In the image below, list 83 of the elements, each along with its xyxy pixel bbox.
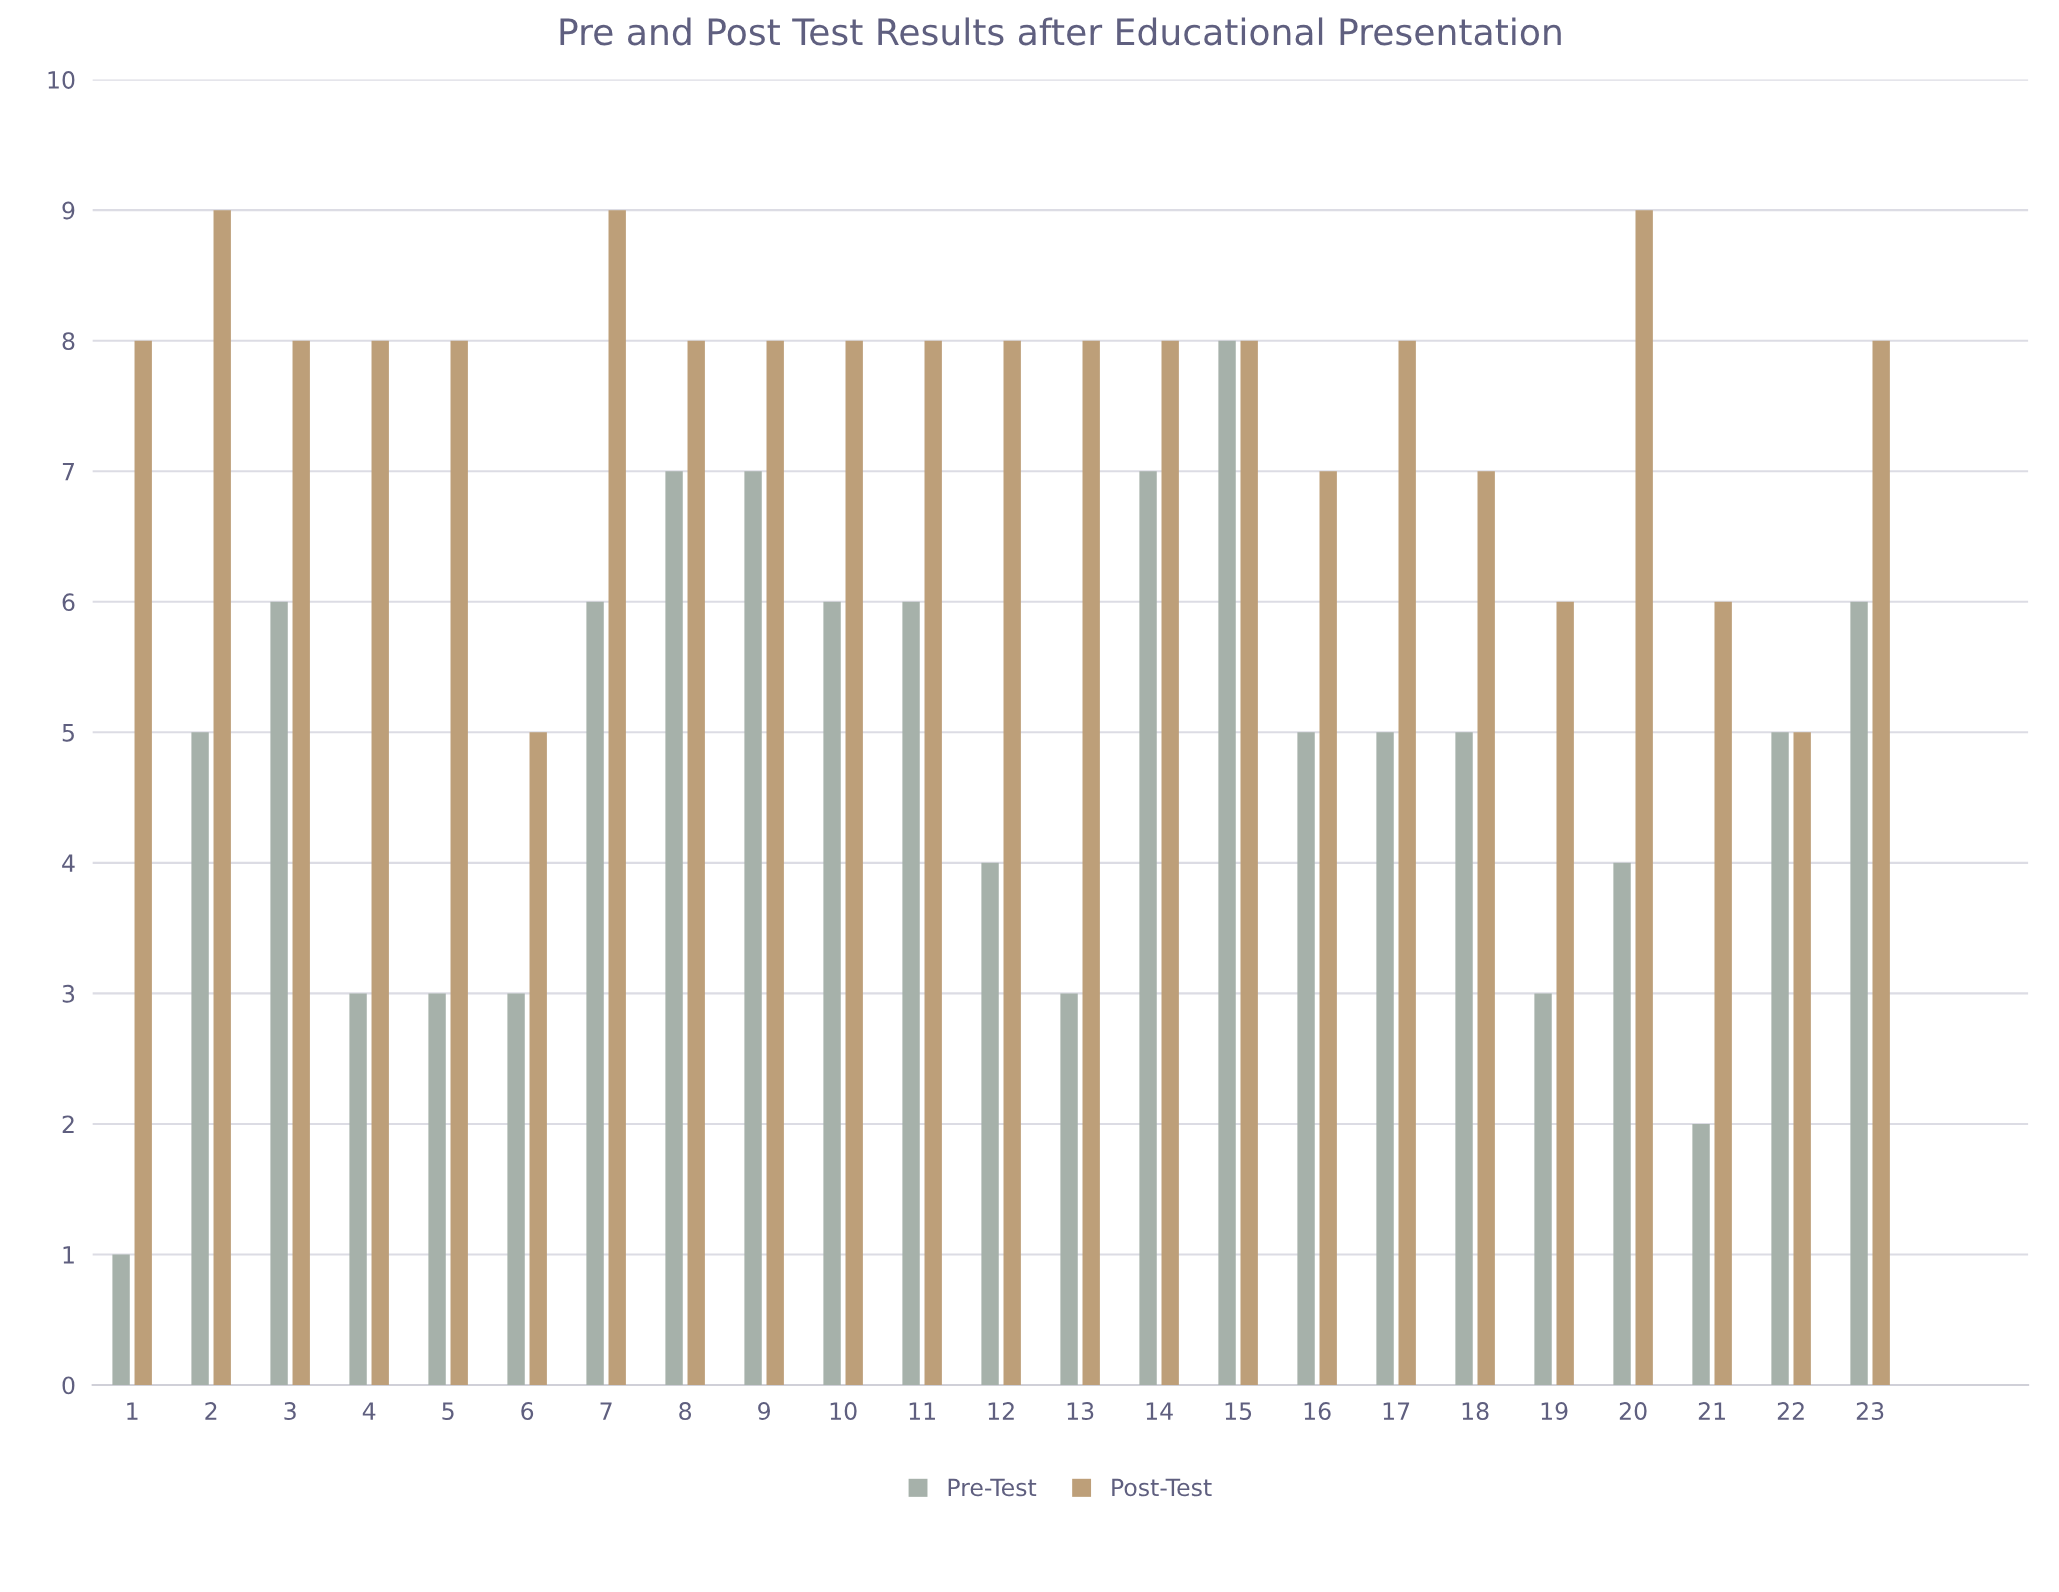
bar — [766, 340, 784, 1386]
bar — [1161, 340, 1179, 1386]
y-tick-label: 8 — [62, 332, 75, 350]
bar — [1218, 340, 1236, 1386]
bar — [1455, 732, 1473, 1386]
x-tick-label: 23 — [1856, 1402, 1884, 1420]
bar — [586, 601, 604, 1386]
bar — [1771, 732, 1789, 1386]
bar — [665, 471, 683, 1386]
x-tick-label: 13 — [1067, 1402, 1094, 1420]
bar — [1534, 993, 1552, 1386]
bar — [1477, 471, 1495, 1386]
y-tick-label: 0 — [62, 1376, 75, 1395]
bar — [1850, 601, 1868, 1386]
x-tick-label: 16 — [1304, 1402, 1331, 1420]
x-tick-label: 7 — [600, 1402, 612, 1420]
bar — [1319, 471, 1337, 1386]
bar — [213, 210, 231, 1386]
bar — [1376, 732, 1394, 1386]
bar — [1240, 340, 1258, 1386]
x-tick-label: 12 — [988, 1402, 1014, 1420]
bar — [1139, 471, 1157, 1386]
bar — [507, 993, 525, 1386]
chart-title: Pre and Post Test Results after Educational Presentation — [560, 17, 1561, 46]
y-tick-label: 4 — [62, 854, 75, 872]
bar — [845, 340, 863, 1386]
bar — [134, 340, 152, 1386]
x-tick-label: 11 — [909, 1402, 935, 1420]
bar — [823, 601, 841, 1386]
bar — [292, 340, 310, 1386]
x-tick-label: 19 — [1541, 1402, 1568, 1420]
x-tick-label: 21 — [1698, 1402, 1725, 1420]
bar — [902, 601, 920, 1386]
x-tick-label: 15 — [1225, 1402, 1252, 1420]
y-tick-label: 7 — [62, 462, 74, 481]
bar — [1082, 340, 1100, 1386]
bar — [1692, 1123, 1710, 1386]
bar — [349, 993, 367, 1386]
y-tick-label: 6 — [62, 593, 75, 612]
y-tick-label: 1 — [63, 1246, 74, 1264]
bar — [1003, 340, 1021, 1386]
bar — [1060, 993, 1078, 1386]
x-tick-label: 20 — [1619, 1402, 1647, 1420]
bar — [529, 732, 547, 1386]
x-tick-label: 1 — [127, 1402, 138, 1420]
bar — [1297, 732, 1315, 1386]
x-tick-label: 4 — [362, 1402, 376, 1420]
bar — [744, 471, 762, 1386]
y-tick-label: 9 — [62, 201, 75, 220]
bar — [924, 340, 942, 1386]
x-tick-label: 5 — [442, 1402, 454, 1420]
x-tick-label: 18 — [1462, 1402, 1489, 1420]
legend-label: Pre-Test — [948, 1478, 1037, 1497]
x-tick-label: 14 — [1146, 1402, 1173, 1420]
y-tick-label: 3 — [62, 984, 75, 1003]
bar — [1793, 732, 1811, 1386]
y-tick-label: 2 — [62, 1115, 74, 1133]
bar — [687, 340, 705, 1386]
x-tick-label: 17 — [1383, 1402, 1410, 1420]
x-tick-label: 10 — [830, 1402, 857, 1420]
x-tick-label: 22 — [1777, 1402, 1804, 1420]
x-tick-label: 8 — [679, 1402, 692, 1420]
bar — [608, 210, 626, 1386]
bar — [1613, 862, 1631, 1386]
bar — [191, 732, 209, 1386]
x-tick-label: 6 — [521, 1402, 534, 1420]
x-tick-label: 9 — [758, 1402, 770, 1420]
bar — [1635, 210, 1653, 1386]
legend-label: Post-Test — [1112, 1478, 1212, 1497]
bar — [1398, 340, 1416, 1386]
x-tick-label: 2 — [205, 1402, 217, 1420]
bar — [1872, 340, 1890, 1386]
bar — [371, 340, 389, 1386]
bar — [270, 601, 288, 1386]
y-tick-label: 5 — [62, 724, 74, 742]
bar — [450, 340, 468, 1386]
bar — [428, 993, 446, 1386]
bar — [1556, 601, 1574, 1386]
y-tick-label: 10 — [48, 71, 75, 89]
x-tick-label: 3 — [284, 1402, 296, 1420]
bar — [1714, 601, 1732, 1386]
bar — [112, 1254, 130, 1386]
bar — [981, 862, 999, 1386]
